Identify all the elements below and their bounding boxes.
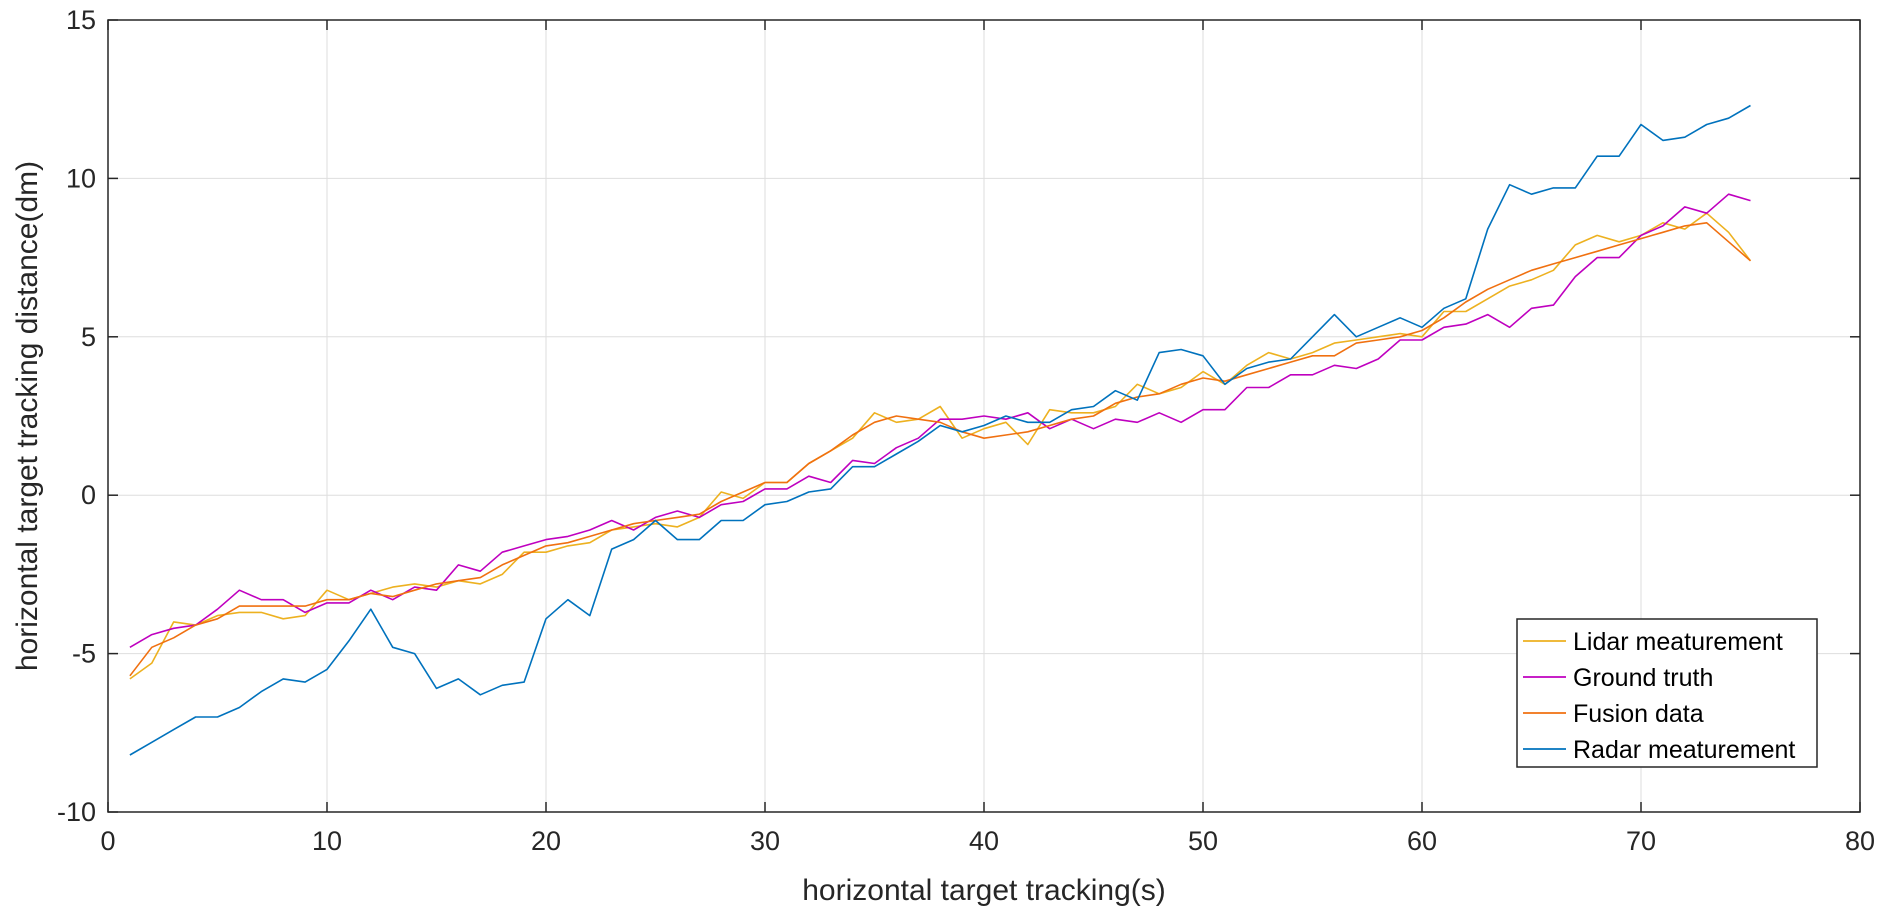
x-tick-label: 50 xyxy=(1188,826,1218,856)
x-tick-label: 80 xyxy=(1845,826,1875,856)
legend-label-fusion-data: Fusion data xyxy=(1573,700,1704,728)
x-tick-label: 30 xyxy=(750,826,780,856)
legend-label-ground-truth: Ground truth xyxy=(1573,664,1713,692)
series-line-ground-truth xyxy=(129,193,1751,648)
y-tick-label: 5 xyxy=(81,322,96,352)
x-tick-label: 10 xyxy=(312,826,342,856)
x-axis-ticks: 0 10 20 30 40 50 60 70 80 xyxy=(100,20,1875,856)
series-line-fusion-data xyxy=(129,222,1752,677)
y-axis-label: horizontal target tracking distance(dm) xyxy=(11,161,44,671)
x-tick-label: 0 xyxy=(100,826,115,856)
y-tick-label: -10 xyxy=(57,797,96,827)
y-tick-label: 15 xyxy=(66,5,96,35)
x-axis-label: horizontal target tracking(s) xyxy=(802,874,1166,907)
series-lines xyxy=(129,104,1752,756)
y-axis-ticks: -10 -5 0 5 10 15 xyxy=(57,5,1860,827)
series-line-lidar-meaturement xyxy=(129,212,1752,680)
y-tick-label: -5 xyxy=(72,639,96,669)
x-tick-label: 70 xyxy=(1626,826,1656,856)
legend: Lidar meaturement Ground truth Fusion data… xyxy=(1516,618,1818,768)
legend-label-radar-meaturement: Radar meaturement xyxy=(1573,736,1795,764)
x-tick-label: 20 xyxy=(531,826,561,856)
y-tick-label: 0 xyxy=(81,480,96,510)
legend-label-lidar-meaturement: Lidar meaturement xyxy=(1573,628,1783,656)
series-line-radar-meaturement xyxy=(129,104,1751,756)
x-tick-label: 40 xyxy=(969,826,999,856)
x-tick-label: 60 xyxy=(1407,826,1437,856)
y-tick-label: 10 xyxy=(66,163,96,193)
legend-items: Lidar meaturement Ground truth Fusion data… xyxy=(1523,628,1795,764)
legend-box xyxy=(1516,618,1818,768)
